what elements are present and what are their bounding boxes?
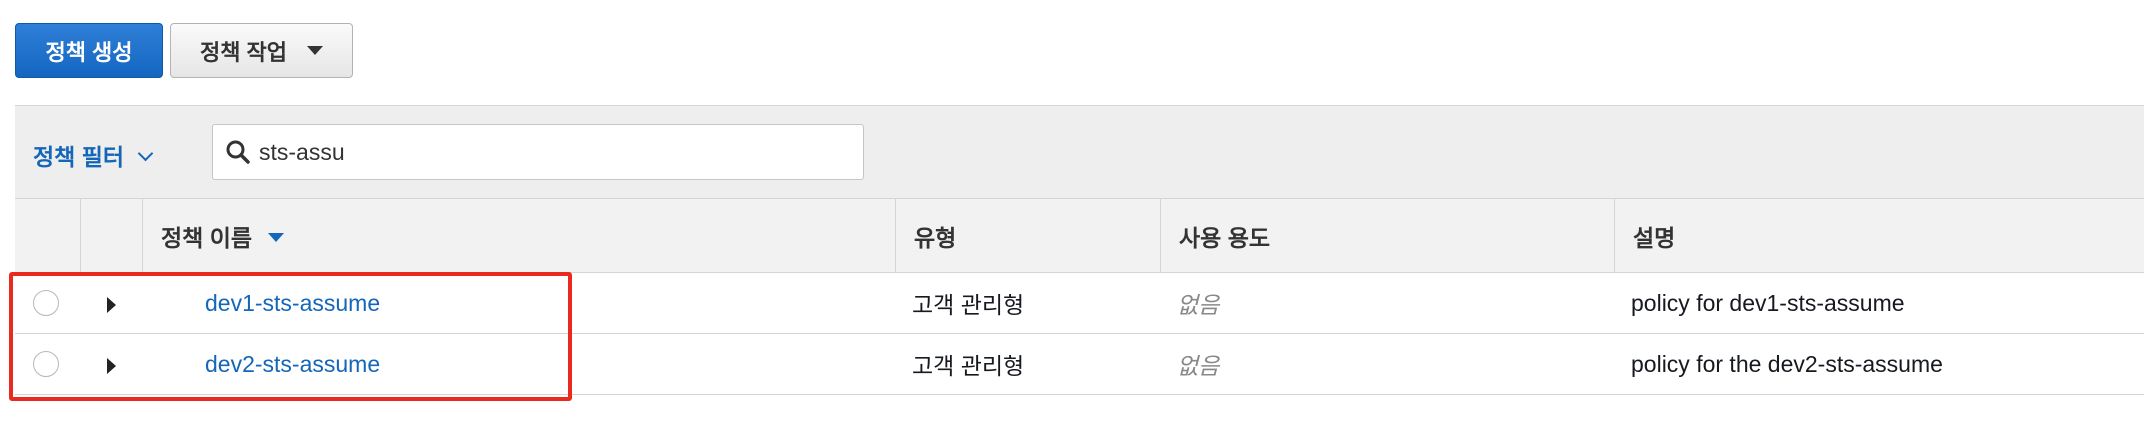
search-icon: [226, 140, 250, 164]
policy-type: 고객 관리형: [912, 292, 1025, 318]
search-input[interactable]: [259, 138, 819, 166]
select-column-header: [15, 199, 80, 272]
search-box[interactable]: [212, 124, 864, 180]
chevron-down-icon: [137, 145, 154, 161]
expand-arrow-icon[interactable]: [107, 297, 116, 313]
column-header-usage[interactable]: 사용 용도: [1160, 199, 1614, 272]
column-header-label: 유형: [914, 224, 957, 251]
policy-description: policy for dev1-sts-assume: [1631, 289, 1905, 316]
policy-actions-label: 정책 작업: [199, 39, 288, 65]
filter-bar: 정책 필터: [15, 105, 2144, 199]
create-policy-label: 정책 생성: [45, 39, 133, 65]
policy-name-link[interactable]: dev1-sts-assume: [205, 289, 381, 316]
row-select-radio[interactable]: [33, 351, 59, 377]
column-header-policy-name[interactable]: 정책 이름: [142, 199, 910, 272]
column-header-type[interactable]: 유형: [895, 199, 1160, 272]
table-header-row: 정책 이름 유형 사용 용도 설명: [15, 199, 2144, 273]
policy-filter-label: 정책 필터: [33, 144, 125, 170]
expand-column-header: [80, 199, 142, 272]
policies-table: 정책 이름 유형 사용 용도 설명 dev1-sts-assume 고객 관리형: [15, 199, 2144, 395]
policy-actions-dropdown[interactable]: 정책 작업: [170, 23, 353, 78]
create-policy-button[interactable]: 정책 생성: [15, 23, 163, 78]
policy-description: policy for the dev2-sts-assume: [1631, 350, 1943, 377]
policy-filter-toggle[interactable]: 정책 필터: [33, 138, 154, 172]
column-header-description[interactable]: 설명: [1614, 199, 2144, 272]
caret-down-icon: [307, 46, 324, 55]
policy-usage: 없음: [1177, 292, 1220, 318]
policy-name-link[interactable]: dev2-sts-assume: [205, 350, 381, 377]
column-header-label: 정책 이름: [161, 224, 253, 251]
table-row[interactable]: dev2-sts-assume 고객 관리형 없음 policy for the…: [15, 334, 2144, 395]
table-row[interactable]: dev1-sts-assume 고객 관리형 없음 policy for dev…: [15, 273, 2144, 334]
column-header-label: 사용 용도: [1179, 224, 1271, 251]
expand-arrow-icon[interactable]: [107, 358, 116, 374]
policy-type: 고객 관리형: [912, 353, 1025, 379]
row-select-radio[interactable]: [33, 290, 59, 316]
policy-usage: 없음: [1177, 353, 1220, 379]
column-header-label: 설명: [1633, 224, 1676, 251]
sort-desc-icon: [268, 232, 285, 242]
